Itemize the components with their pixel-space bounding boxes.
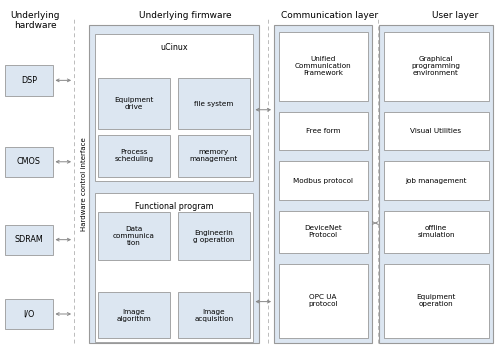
Text: Equipment
operation: Equipment operation xyxy=(416,295,456,307)
Bar xyxy=(178,78,250,129)
Bar xyxy=(278,161,368,200)
Text: Engineerin
g operation: Engineerin g operation xyxy=(193,230,234,243)
Bar xyxy=(178,292,250,338)
Text: DeviceNet
Protocol: DeviceNet Protocol xyxy=(304,225,342,238)
Text: Free form: Free form xyxy=(306,128,340,134)
Bar xyxy=(379,25,493,343)
Text: memory
management: memory management xyxy=(190,149,238,162)
Bar xyxy=(95,193,252,342)
Bar xyxy=(5,147,52,177)
Text: Modbus protocol: Modbus protocol xyxy=(293,178,353,183)
Bar xyxy=(178,212,250,260)
Bar xyxy=(5,299,52,329)
Text: Hardware control interface: Hardware control interface xyxy=(81,137,87,231)
Bar xyxy=(384,32,488,101)
Bar xyxy=(98,212,170,260)
Bar xyxy=(278,264,368,338)
Bar xyxy=(278,211,368,253)
Bar xyxy=(95,34,252,181)
Bar xyxy=(98,135,170,177)
Bar xyxy=(384,211,488,253)
Text: Visual Utilities: Visual Utilities xyxy=(410,128,462,134)
Text: Image
algorithm: Image algorithm xyxy=(116,309,151,321)
Text: Image
acquisition: Image acquisition xyxy=(194,309,234,321)
Text: Unified
Communication
Framework: Unified Communication Framework xyxy=(294,56,352,76)
Bar xyxy=(98,292,170,338)
Text: Process
scheduling: Process scheduling xyxy=(114,149,154,162)
Text: Data
communica
tion: Data communica tion xyxy=(113,226,154,246)
Text: file system: file system xyxy=(194,101,234,107)
Bar xyxy=(5,225,52,255)
Text: Underlying firmware: Underlying firmware xyxy=(138,11,232,19)
Bar xyxy=(384,161,488,200)
Bar xyxy=(89,25,259,343)
Bar xyxy=(278,112,368,150)
Text: DSP: DSP xyxy=(21,76,37,85)
Bar xyxy=(278,32,368,101)
Text: SDRAM: SDRAM xyxy=(14,235,43,244)
Bar xyxy=(274,25,372,343)
Text: Communication layer: Communication layer xyxy=(282,11,378,19)
Bar xyxy=(178,135,250,177)
Text: Underlying
hardware: Underlying hardware xyxy=(10,11,60,30)
Text: Graphical
programming
environment: Graphical programming environment xyxy=(412,56,461,76)
Text: offline
simulation: offline simulation xyxy=(417,225,455,238)
Text: User layer: User layer xyxy=(432,11,478,19)
Text: Functional program: Functional program xyxy=(134,201,214,211)
Bar xyxy=(384,264,488,338)
Text: job management: job management xyxy=(405,178,467,183)
Bar xyxy=(5,65,52,96)
Text: CMOS: CMOS xyxy=(17,158,41,166)
Bar xyxy=(384,112,488,150)
Text: OPC UA
protocol: OPC UA protocol xyxy=(308,295,338,307)
Bar xyxy=(98,78,170,129)
Text: uCinux: uCinux xyxy=(160,43,188,52)
Text: Equipment
drive: Equipment drive xyxy=(114,97,154,110)
Text: I/O: I/O xyxy=(23,310,34,319)
